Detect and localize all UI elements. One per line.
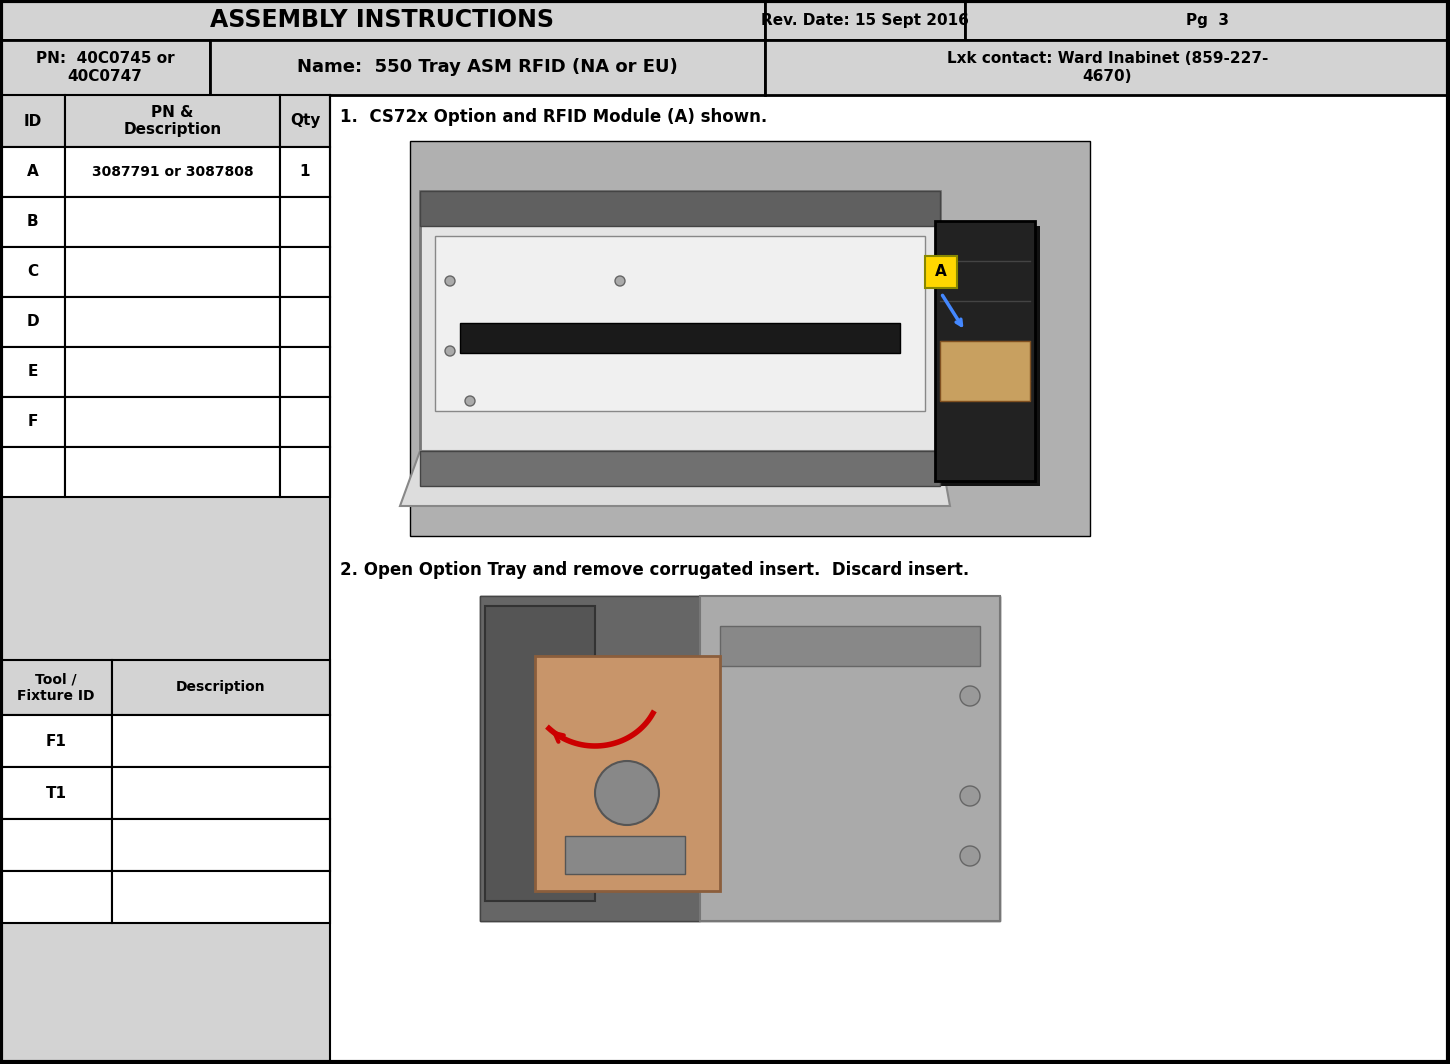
Polygon shape [400, 451, 950, 506]
Circle shape [960, 686, 980, 706]
FancyBboxPatch shape [410, 142, 1090, 536]
FancyBboxPatch shape [966, 0, 1450, 40]
Text: Rev. Date: 15 Sept 2016: Rev. Date: 15 Sept 2016 [761, 13, 969, 28]
FancyBboxPatch shape [112, 871, 331, 922]
FancyBboxPatch shape [280, 397, 331, 447]
FancyBboxPatch shape [940, 340, 1030, 401]
FancyBboxPatch shape [460, 323, 900, 353]
FancyBboxPatch shape [280, 197, 331, 247]
Circle shape [465, 396, 476, 406]
FancyBboxPatch shape [721, 626, 980, 666]
Circle shape [960, 786, 980, 807]
FancyBboxPatch shape [0, 40, 210, 95]
FancyBboxPatch shape [0, 660, 112, 715]
Text: F: F [28, 415, 38, 430]
FancyBboxPatch shape [766, 0, 966, 40]
Circle shape [445, 276, 455, 286]
FancyBboxPatch shape [65, 247, 280, 297]
FancyBboxPatch shape [280, 447, 331, 497]
Text: PN:  40C0745 or
40C0747: PN: 40C0745 or 40C0747 [36, 51, 174, 84]
FancyBboxPatch shape [112, 819, 331, 871]
FancyBboxPatch shape [0, 767, 112, 819]
FancyBboxPatch shape [280, 95, 331, 147]
Text: A: A [26, 165, 38, 180]
Circle shape [594, 761, 658, 825]
Text: 3087791 or 3087808: 3087791 or 3087808 [91, 165, 254, 179]
FancyBboxPatch shape [420, 192, 940, 486]
Text: Name:  550 Tray ASM RFID (NA or EU): Name: 550 Tray ASM RFID (NA or EU) [297, 59, 677, 77]
FancyBboxPatch shape [0, 197, 65, 247]
FancyBboxPatch shape [65, 197, 280, 247]
FancyBboxPatch shape [65, 347, 280, 397]
FancyBboxPatch shape [280, 347, 331, 397]
FancyBboxPatch shape [65, 397, 280, 447]
FancyBboxPatch shape [0, 147, 65, 197]
FancyBboxPatch shape [0, 871, 112, 922]
FancyBboxPatch shape [210, 40, 766, 95]
FancyBboxPatch shape [420, 192, 940, 226]
FancyBboxPatch shape [435, 236, 925, 411]
Circle shape [445, 346, 455, 356]
Text: ASSEMBLY INSTRUCTIONS: ASSEMBLY INSTRUCTIONS [210, 9, 554, 32]
FancyBboxPatch shape [112, 660, 331, 715]
Text: A: A [935, 265, 947, 280]
Text: PN &
Description: PN & Description [123, 104, 222, 137]
FancyBboxPatch shape [112, 715, 331, 767]
FancyBboxPatch shape [0, 397, 65, 447]
Text: 1: 1 [300, 165, 310, 180]
Text: 1.  CS72x Option and RFID Module (A) shown.: 1. CS72x Option and RFID Module (A) show… [339, 109, 767, 126]
FancyBboxPatch shape [935, 221, 1035, 481]
FancyBboxPatch shape [566, 836, 684, 874]
Text: Lxk contact: Ward Inabinet (859-227-
4670): Lxk contact: Ward Inabinet (859-227- 467… [947, 51, 1269, 84]
FancyBboxPatch shape [280, 147, 331, 197]
FancyBboxPatch shape [280, 297, 331, 347]
FancyBboxPatch shape [700, 596, 1000, 921]
FancyBboxPatch shape [0, 0, 766, 40]
FancyBboxPatch shape [535, 656, 721, 891]
FancyBboxPatch shape [420, 451, 940, 486]
FancyBboxPatch shape [484, 606, 594, 901]
Text: ID: ID [23, 114, 42, 129]
Circle shape [615, 276, 625, 286]
FancyBboxPatch shape [0, 95, 65, 147]
FancyBboxPatch shape [0, 447, 65, 497]
Text: T1: T1 [45, 785, 67, 800]
FancyBboxPatch shape [480, 596, 700, 921]
FancyBboxPatch shape [65, 447, 280, 497]
FancyBboxPatch shape [925, 256, 957, 288]
Text: Description: Description [177, 681, 265, 695]
FancyBboxPatch shape [112, 767, 331, 819]
Text: Qty: Qty [290, 114, 320, 129]
FancyBboxPatch shape [480, 596, 1000, 921]
FancyBboxPatch shape [940, 226, 1040, 486]
FancyBboxPatch shape [65, 297, 280, 347]
FancyBboxPatch shape [766, 40, 1450, 95]
Text: D: D [26, 315, 39, 330]
FancyBboxPatch shape [0, 347, 65, 397]
FancyBboxPatch shape [0, 247, 65, 297]
FancyBboxPatch shape [0, 297, 65, 347]
Text: E: E [28, 365, 38, 380]
Circle shape [960, 846, 980, 866]
FancyBboxPatch shape [0, 819, 112, 871]
Text: Pg  3: Pg 3 [1186, 13, 1230, 28]
FancyBboxPatch shape [65, 95, 280, 147]
FancyBboxPatch shape [331, 95, 1450, 1064]
Text: 2. Open Option Tray and remove corrugated insert.  Discard insert.: 2. Open Option Tray and remove corrugate… [339, 561, 969, 579]
Text: B: B [26, 215, 38, 230]
Text: Tool /
Fixture ID: Tool / Fixture ID [17, 672, 94, 702]
Text: F1: F1 [45, 733, 67, 748]
FancyBboxPatch shape [65, 147, 280, 197]
FancyBboxPatch shape [280, 247, 331, 297]
FancyBboxPatch shape [0, 715, 112, 767]
Text: C: C [28, 265, 38, 280]
